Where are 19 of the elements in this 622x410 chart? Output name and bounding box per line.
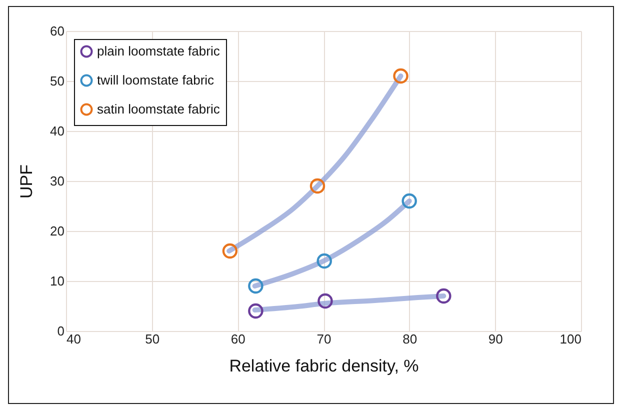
legend-label: plain loomstate fabric [97,44,220,58]
x-tick-label: 100 [560,332,582,346]
x-tick-label: 70 [316,332,332,346]
y-tick-label: 0 [57,324,64,338]
x-tick-label: 50 [145,332,160,346]
x-axis-title: Relative fabric density, % [229,356,419,376]
legend-label: satin loomstate fabric [97,102,220,116]
x-tick-label: 60 [230,332,246,346]
x-tick-label: 40 [66,332,81,346]
legend-label: twill loomstate fabric [97,72,215,88]
y-tick-label: 30 [50,174,64,188]
y-tick-label: 20 [50,224,64,238]
y-axis-title: UPF [17,164,36,198]
y-tick-label: 10 [50,274,64,288]
x-tick-label: 90 [488,332,503,346]
y-tick-label: 40 [50,124,64,138]
x-tick-label: 80 [402,332,418,346]
y-tick-label: 50 [50,74,64,88]
y-tick-label: 60 [50,24,64,38]
